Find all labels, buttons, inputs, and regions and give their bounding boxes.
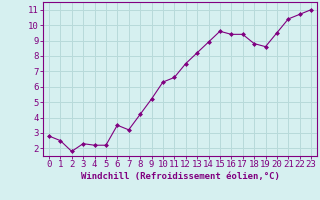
X-axis label: Windchill (Refroidissement éolien,°C): Windchill (Refroidissement éolien,°C) (81, 172, 279, 181)
